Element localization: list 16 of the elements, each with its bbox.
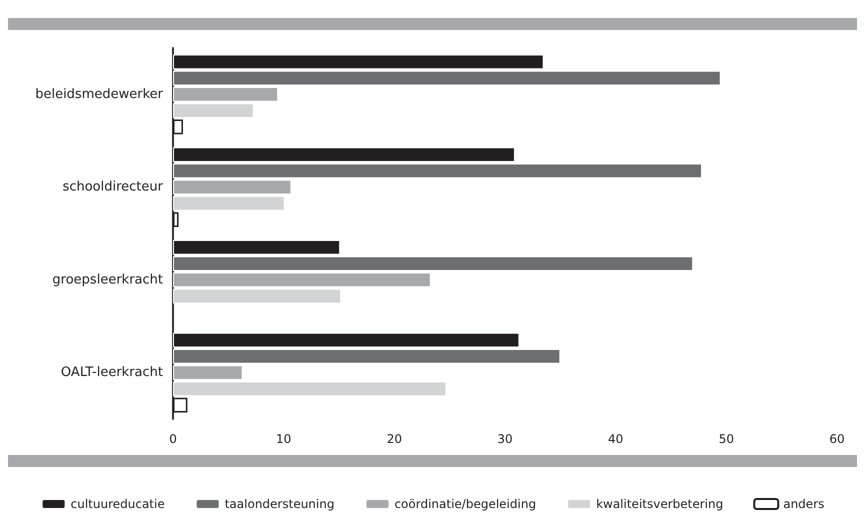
- x-tick-label: 60: [829, 432, 845, 446]
- y-tick-label: beleidsmedewerker: [35, 86, 164, 102]
- x-tick-label: 0: [169, 432, 177, 446]
- legend-label: coördinatie/begeleiding: [394, 497, 536, 511]
- x-tick-label: 40: [608, 432, 624, 446]
- x-tick-label: 10: [276, 432, 292, 446]
- y-tick-label: OALT-leerkracht: [60, 365, 163, 380]
- legend-label: taalondersteuning: [224, 497, 334, 511]
- y-tick-label: groepsleerkracht: [52, 272, 163, 288]
- x-tick-label: 30: [497, 432, 513, 446]
- x-tick-label: 50: [718, 432, 734, 446]
- legend-label: cultuureducatie: [70, 497, 165, 511]
- x-tick-label: 20: [386, 432, 402, 446]
- y-tick-label: schooldirecteur: [62, 180, 164, 195]
- legend-label: kwaliteitsverbetering: [596, 497, 724, 511]
- legend-label: anders: [783, 497, 824, 511]
